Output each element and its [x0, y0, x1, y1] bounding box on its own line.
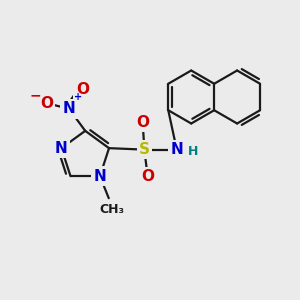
- Text: O: O: [76, 82, 89, 97]
- Text: O: O: [136, 115, 149, 130]
- Text: S: S: [139, 142, 150, 157]
- Text: H: H: [188, 145, 198, 158]
- Text: +: +: [74, 92, 83, 102]
- Text: N: N: [63, 101, 75, 116]
- Text: CH₃: CH₃: [99, 202, 124, 216]
- Text: N: N: [94, 169, 106, 184]
- Text: −: −: [30, 88, 41, 102]
- Text: O: O: [40, 96, 53, 111]
- Text: N: N: [170, 142, 183, 157]
- Text: O: O: [141, 169, 154, 184]
- Text: N: N: [55, 141, 68, 156]
